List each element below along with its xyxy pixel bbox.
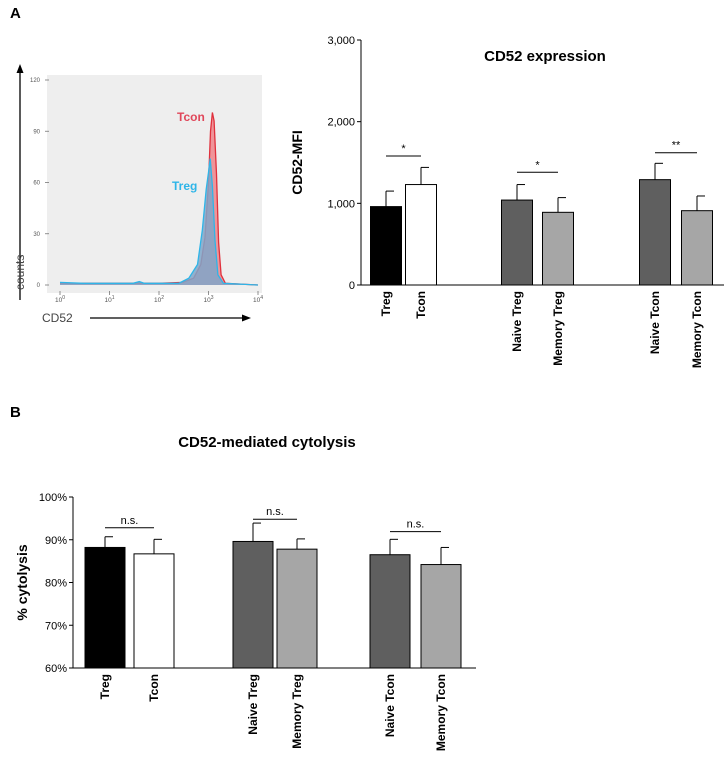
histogram-y-tick-label: 0 — [37, 283, 41, 289]
panel-b-label: B — [10, 404, 21, 421]
category-label: Naive Tcon — [648, 291, 662, 354]
histogram-y-axis-label: counts — [13, 255, 27, 290]
category-label: Treg — [98, 674, 112, 699]
bar-naive-tcon — [369, 554, 411, 669]
histogram-y-tick-label: 30 — [33, 232, 40, 238]
significance-label: * — [401, 143, 406, 155]
y-tick-label: 80% — [45, 578, 67, 590]
category-label: Treg — [379, 291, 393, 316]
bar-naive-treg — [232, 540, 274, 669]
y-tick-label: 2,000 — [327, 117, 355, 129]
histogram-line-treg — [59, 158, 259, 286]
histogram-x-tick-exponent: 2 — [161, 295, 164, 301]
bar-naive-treg — [501, 199, 533, 286]
histogram-x-tick-label: 102 — [154, 295, 164, 304]
chart-title: CD52 expression — [484, 48, 606, 65]
chart-title: CD52-mediated cytolysis — [178, 434, 356, 451]
category-label: Memory Treg — [551, 291, 565, 366]
y-tick-label: 3,000 — [327, 35, 355, 47]
histogram-y-arrowhead — [16, 64, 24, 73]
cd52-cytolysis-chart: CD52-mediated cytolysis % cytolysis 60% 70%… — [14, 434, 476, 751]
histogram-y-tick-label: 60 — [33, 181, 40, 187]
category-label: Memory Tcon — [434, 674, 448, 751]
histogram-legend-treg: Treg — [172, 179, 197, 193]
histogram-x-tick-exponent: 0 — [62, 295, 65, 301]
cd52-expression-chart: CD52 expression CD52-MFI 0 1,000 2,000 3,000 T… — [289, 35, 724, 368]
significance-label: n.s. — [266, 506, 284, 518]
panel-a-label: A — [10, 5, 21, 22]
histogram-x-tick-exponent: 4 — [260, 295, 263, 301]
significance-label: * — [535, 159, 540, 171]
histogram-y-tick-label: 90 — [33, 129, 40, 135]
histogram-x-tick-exponent: 1 — [112, 295, 115, 301]
bar-memory-tcon — [681, 210, 713, 286]
y-axis-label: CD52-MFI — [289, 130, 305, 195]
bar-tcon — [133, 553, 175, 669]
category-label: Memory Treg — [290, 674, 304, 749]
histogram-x-axis-label: CD52 — [42, 311, 73, 325]
significance-label: ** — [672, 140, 681, 152]
histogram-x-tick-exponent: 3 — [211, 295, 214, 301]
bar-memory-treg — [542, 211, 574, 286]
category-label: Tcon — [147, 674, 161, 702]
bar-treg — [84, 546, 126, 669]
bar-memory-tcon — [420, 564, 462, 669]
histogram-legend-tcon: Tcon — [177, 110, 205, 124]
histogram-x-arrowhead — [242, 314, 251, 322]
histogram-x-tick-label: 101 — [104, 295, 114, 304]
histogram-y-tick-label: 120 — [30, 78, 41, 84]
histogram-plot-area — [47, 75, 262, 293]
category-label: Memory Tcon — [690, 291, 704, 368]
category-label: Naive Treg — [510, 291, 524, 352]
y-tick-label: 100% — [39, 492, 67, 504]
histogram-x-tick-label: 100 — [55, 295, 65, 304]
y-tick-label: 0 — [349, 280, 355, 292]
y-tick-label: 1,000 — [327, 198, 355, 210]
category-label: Naive Tcon — [383, 674, 397, 737]
bar-tcon — [405, 184, 437, 286]
y-tick-label: 90% — [45, 535, 67, 547]
histogram-x-tick-label: 104 — [253, 295, 263, 304]
histogram-x-tick-label: 103 — [203, 295, 213, 304]
significance-label: n.s. — [407, 519, 425, 531]
category-label: Naive Treg — [246, 674, 260, 735]
y-tick-label: 60% — [45, 663, 67, 675]
histogram-areas — [59, 112, 259, 286]
bar-naive-tcon — [639, 179, 671, 286]
bar-memory-treg — [276, 548, 318, 669]
y-axis-label: % cytolysis — [14, 544, 30, 620]
category-label: Tcon — [414, 291, 428, 319]
bar-treg — [370, 206, 402, 286]
y-tick-label: 70% — [45, 620, 67, 632]
histogram-area-treg — [60, 158, 258, 285]
significance-label: n.s. — [121, 515, 139, 527]
